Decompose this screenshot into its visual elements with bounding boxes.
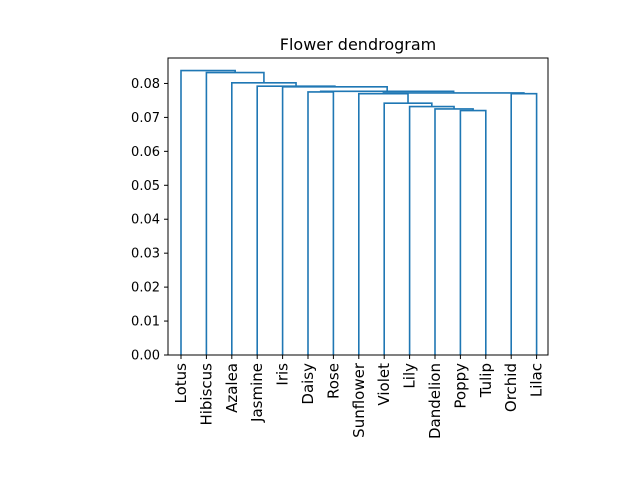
leaf-label-hibiscus: Hibiscus xyxy=(197,363,215,426)
dendrogram-link xyxy=(180,69,236,355)
dendrogram-link xyxy=(408,105,455,355)
dendrogram-link xyxy=(383,102,433,355)
dendrogram-link xyxy=(510,92,538,355)
y-tick-label: 0.01 xyxy=(131,315,160,330)
leaf-label-iris: Iris xyxy=(274,363,292,386)
leaf-label-rose: Rose xyxy=(324,363,342,399)
y-tick-label: 0.08 xyxy=(131,77,160,92)
leaf-label-jasmine: Jasmine xyxy=(248,363,266,423)
dendrogram-link xyxy=(231,81,297,355)
plot-frame xyxy=(167,57,549,356)
y-tick-label: 0.03 xyxy=(131,247,160,262)
y-tick-label: 0.00 xyxy=(131,349,160,364)
leaf-label-orchid: Orchid xyxy=(502,363,520,412)
y-tick-label: 0.05 xyxy=(131,179,160,194)
y-axis: 0.00 0.01 0.02 0.03 0.04 0.05 0.06 0.07 0.08 xyxy=(131,77,168,364)
leaf-label-lotus: Lotus xyxy=(172,363,190,404)
leaf-label-lily: Lily xyxy=(401,363,419,389)
dendrogram-link xyxy=(307,91,335,355)
y-tick-label: 0.04 xyxy=(131,213,160,228)
leaf-label-poppy: Poppy xyxy=(451,363,469,409)
dendrogram-link xyxy=(281,86,388,355)
leaf-label-dandelion: Dandelion xyxy=(426,363,444,439)
y-tick-label: 0.06 xyxy=(131,145,160,160)
leaf-label-tulip: Tulip xyxy=(477,363,495,398)
leaf-label-violet: Violet xyxy=(375,363,393,406)
y-tick-label: 0.07 xyxy=(131,111,160,126)
dendrogram-link xyxy=(459,109,487,355)
dendrogram-link xyxy=(256,85,336,355)
dendrogram-link xyxy=(205,71,265,355)
dendrogram-link xyxy=(382,92,525,94)
leaf-label-lilac: Lilac xyxy=(528,363,546,397)
leaf-label-daisy: Daisy xyxy=(299,363,317,405)
leaf-label-azalea: Azalea xyxy=(223,363,241,413)
dendrogram-link xyxy=(434,108,474,355)
leaf-label-sunflower: Sunflower xyxy=(350,362,368,438)
dendrogram-links xyxy=(180,69,538,355)
x-axis: Lotus Hibiscus Azalea Jasmine Iris Daisy Rose S… xyxy=(172,355,546,439)
chart-title: Flower dendrogram xyxy=(280,35,436,54)
y-tick-label: 0.02 xyxy=(131,281,160,296)
